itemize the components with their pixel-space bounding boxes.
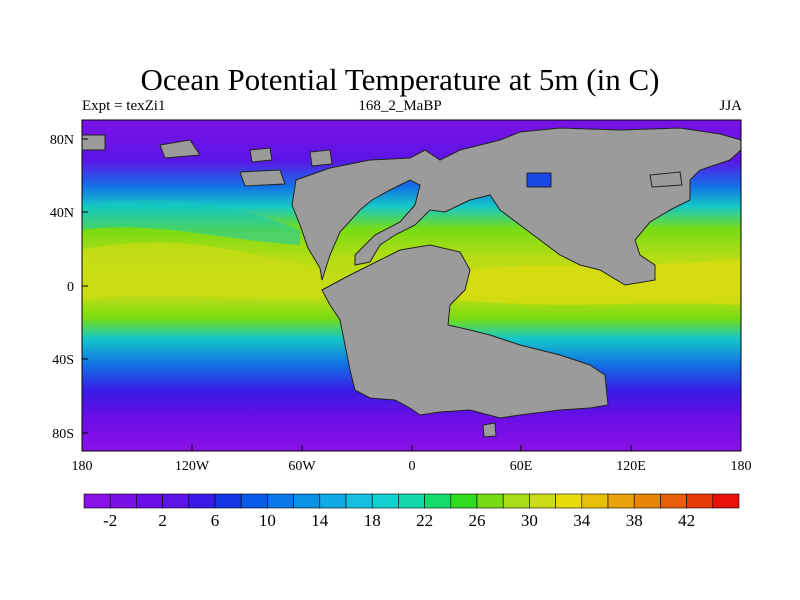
colorbar-cell — [633, 493, 661, 509]
lon-label-60w: 60W — [288, 459, 316, 474]
colorbar-cell — [136, 493, 163, 509]
arctic-island-2 — [249, 147, 273, 163]
arctic-island-3 — [309, 149, 333, 167]
colorbar-cell — [686, 493, 714, 509]
colorbar-label: 10 — [259, 511, 276, 530]
lat-label-80n: 80N — [50, 133, 74, 148]
colorbar-cell — [529, 493, 556, 509]
colorbar-labels: -2 2 6 10 14 18 22 26 30 34 38 42 — [103, 511, 695, 530]
colorbar-cell — [424, 493, 452, 509]
colorbar-cell — [712, 493, 740, 509]
colorbar — [83, 493, 740, 509]
colorbar-cell — [581, 493, 609, 509]
pacific-warm-band — [82, 242, 320, 300]
colorbar-label: 38 — [626, 511, 643, 530]
east-asia-fragment — [649, 171, 683, 188]
gondwana-landmass — [321, 244, 609, 419]
colorbar-cell — [345, 493, 373, 509]
colorbar-cell — [267, 493, 294, 509]
colorbar-label: 18 — [364, 511, 381, 530]
lon-label-60e: 60E — [510, 459, 533, 474]
colorbar-cell — [660, 493, 687, 509]
colorbar-cell — [371, 493, 399, 509]
lon-label-0: 0 — [409, 459, 416, 474]
colorbar-cell — [555, 493, 583, 509]
colorbar-cell — [398, 493, 425, 509]
colorbar-cell — [162, 493, 190, 509]
colorbar-cell — [188, 493, 216, 509]
laurasia-landmass — [291, 127, 741, 286]
arctic-island-west — [82, 134, 106, 151]
lon-label-120e: 120E — [616, 459, 646, 474]
north-america-fragment — [239, 169, 286, 187]
colorbar-cell — [83, 493, 111, 509]
tethys-warm-band — [460, 258, 741, 305]
lat-label-40n: 40N — [50, 206, 74, 221]
colorbar-cell — [240, 493, 268, 509]
lon-label-180w: 180 — [72, 459, 93, 474]
lat-label-0: 0 — [67, 280, 74, 295]
time-label: 168_2_MaBP — [358, 98, 442, 114]
inland-sea — [526, 172, 552, 188]
colorbar-label: 22 — [416, 511, 433, 530]
colorbar-cell — [319, 493, 347, 509]
axis-ticks — [81, 138, 742, 451]
north-pacific-band — [82, 200, 300, 245]
colorbar-label: 42 — [678, 511, 695, 530]
experiment-label: Expt = texZi1 — [82, 98, 166, 114]
colorbar-label: -2 — [103, 511, 117, 530]
colorbar-label: 30 — [521, 511, 538, 530]
lon-label-180e: 180 — [731, 459, 752, 474]
lat-label-80s: 80S — [52, 427, 74, 442]
land-masses — [82, 127, 741, 438]
lon-label-120w: 120W — [175, 459, 210, 474]
colorbar-cell — [607, 493, 635, 509]
colorbar-cell — [502, 493, 530, 509]
map-title: Ocean Potential Temperature at 5m (in C) — [140, 62, 660, 97]
colorbar-cell — [450, 493, 478, 509]
arctic-island-1 — [159, 139, 201, 159]
colorbar-label: 34 — [573, 511, 591, 530]
colorbar-cell — [214, 493, 242, 509]
lat-label-40s: 40S — [52, 353, 74, 368]
colorbar-label: 26 — [469, 511, 486, 530]
colorbar-cell — [476, 493, 504, 509]
colorbar-label: 14 — [311, 511, 329, 530]
colorbar-cell — [109, 493, 137, 509]
colorbar-cell — [293, 493, 321, 509]
season-label: JJA — [719, 98, 742, 114]
antarctic-island — [482, 422, 497, 438]
colorbar-label: 6 — [211, 511, 220, 530]
colorbar-label: 2 — [158, 511, 167, 530]
